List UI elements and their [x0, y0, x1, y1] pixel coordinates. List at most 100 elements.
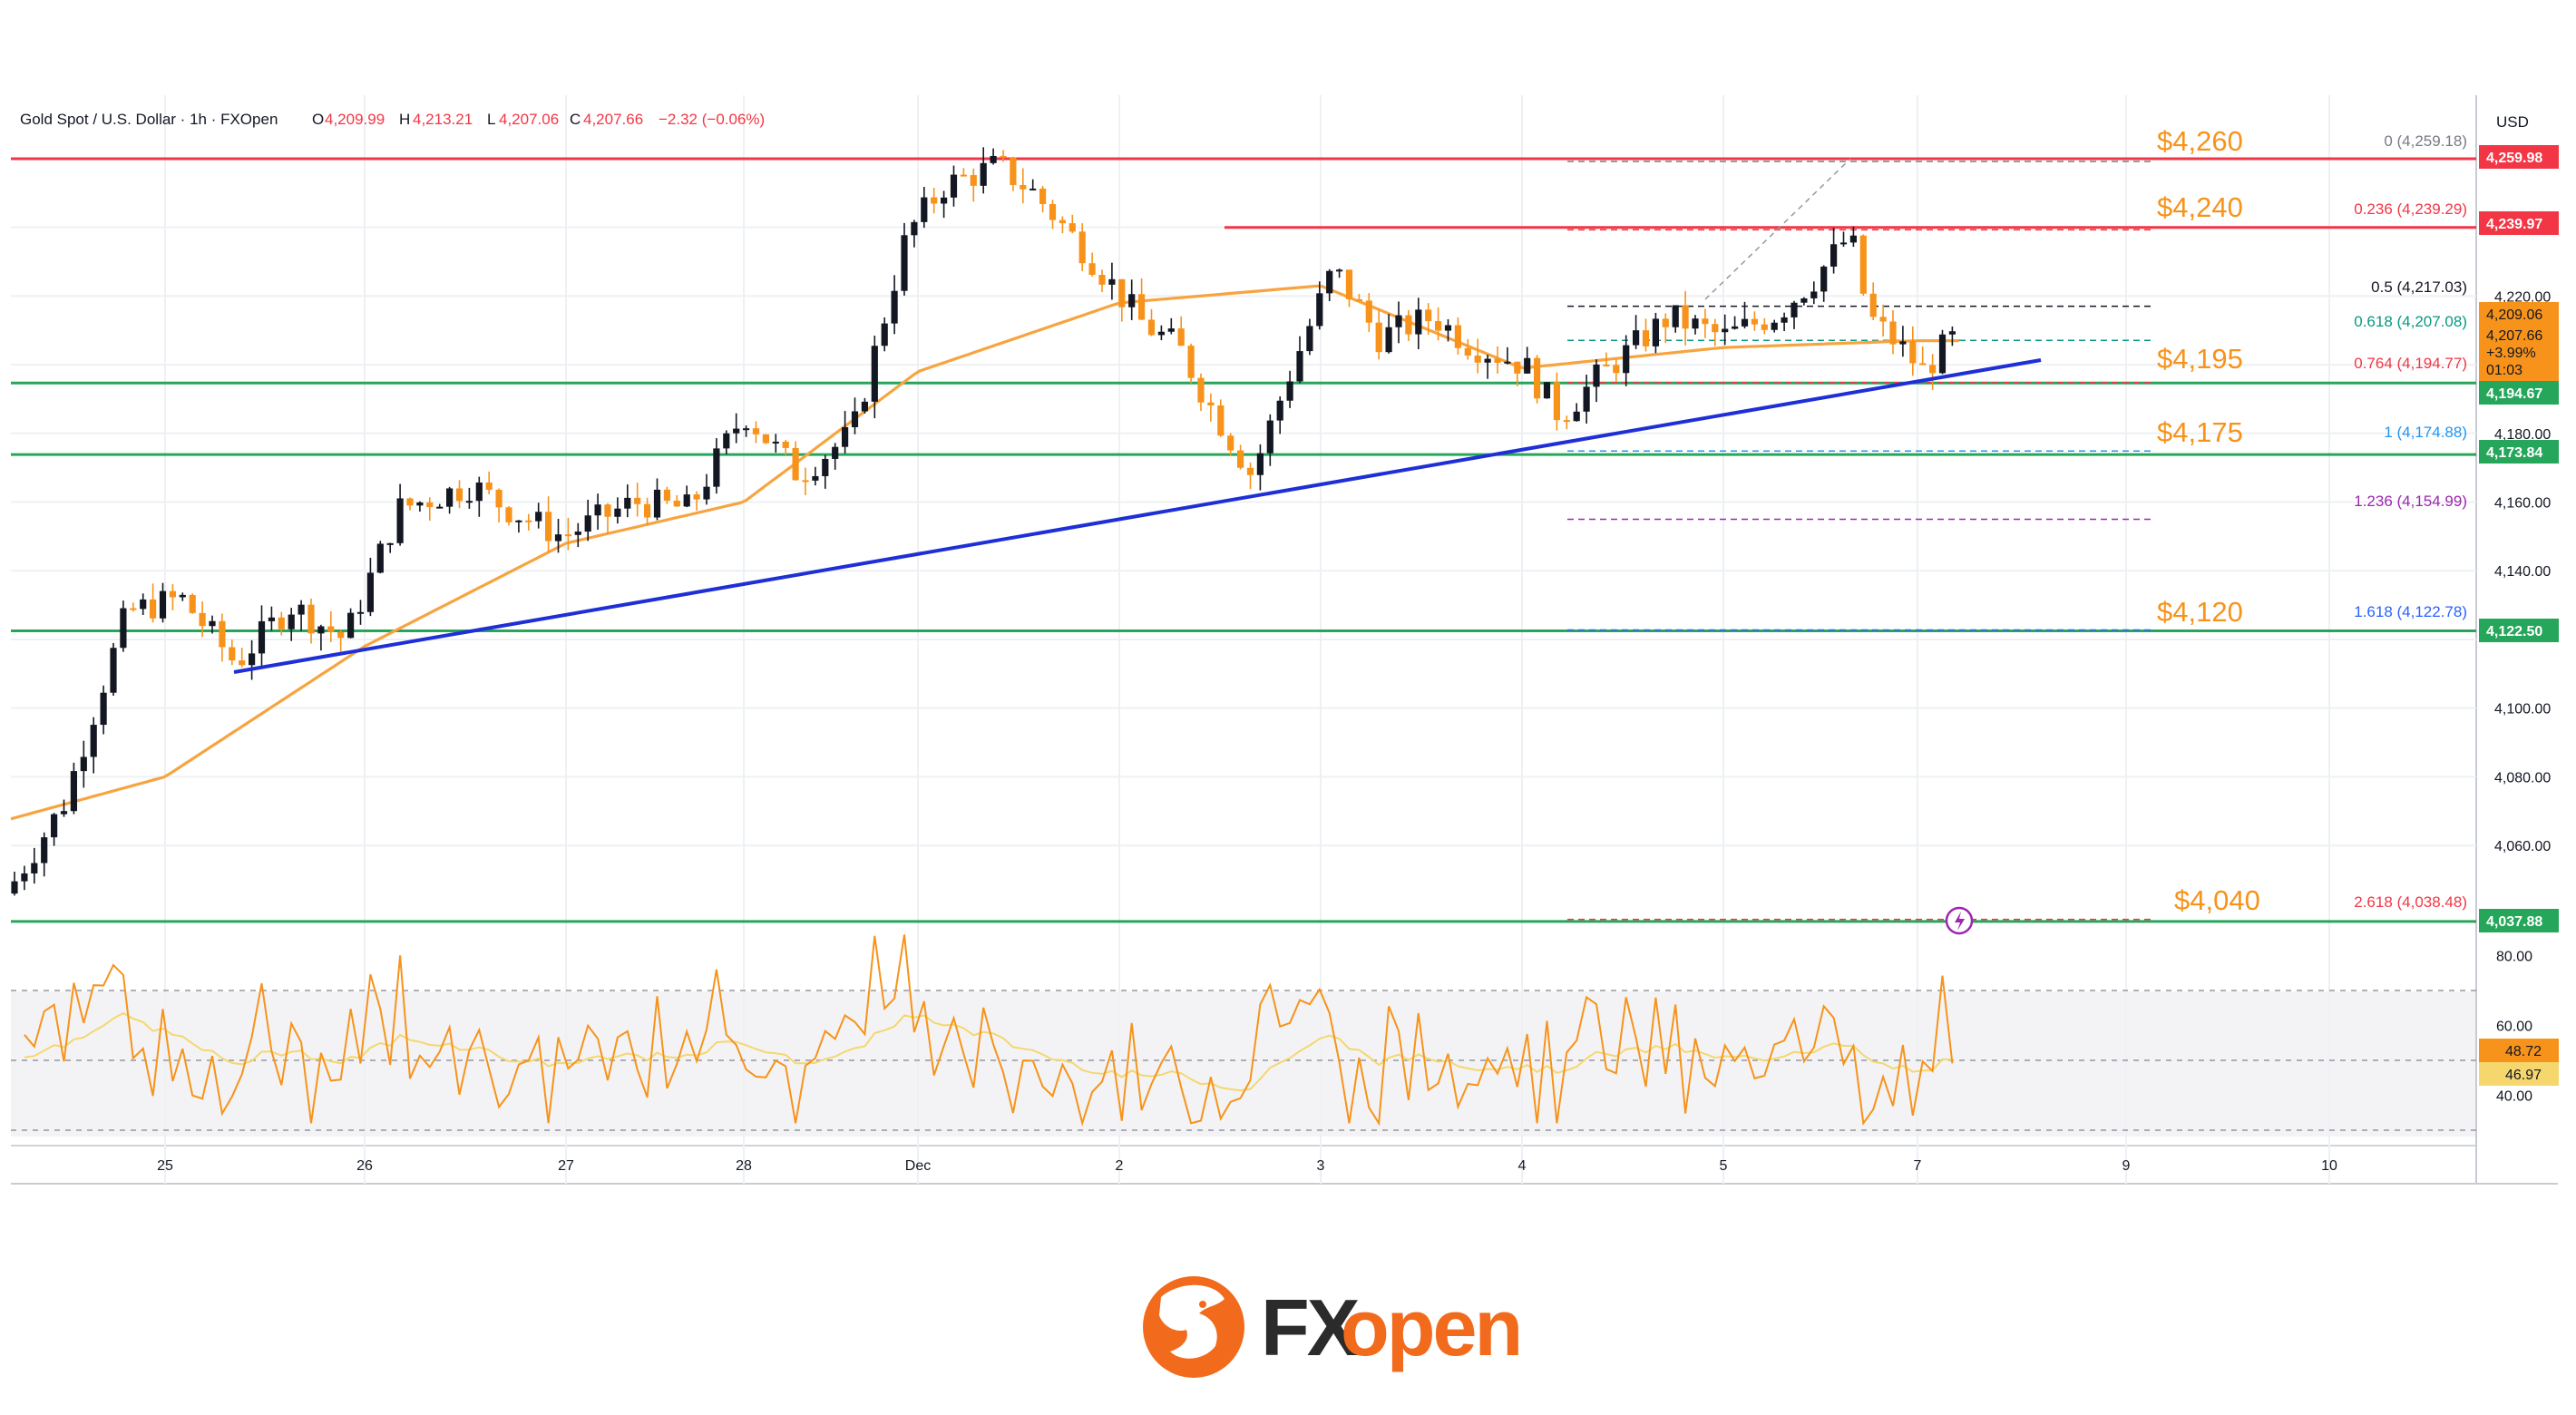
candle-body-64	[644, 503, 651, 518]
candle-body-82	[822, 458, 829, 476]
alert-icon[interactable]	[1945, 906, 1974, 935]
candle-body-38	[386, 542, 394, 545]
candle-body-134	[1336, 269, 1343, 272]
x-tick-0: 25	[157, 1158, 173, 1174]
fib-label-1: 1 (4,174.88)	[2384, 424, 2467, 441]
candle-body-95	[950, 174, 958, 198]
x-tick-1: 26	[356, 1158, 373, 1174]
candle-body-179	[1781, 317, 1788, 323]
candle-body-45	[455, 488, 463, 502]
trendline	[233, 358, 2042, 674]
candle-body-149	[1484, 358, 1491, 363]
x-tick-7: 4	[1518, 1158, 1527, 1174]
rsi-tick-1: 60.00	[2496, 1020, 2532, 1035]
candle-body-68	[683, 494, 690, 507]
candle-body-94	[941, 197, 948, 204]
tag-rsi-2: 46.97	[2505, 1068, 2542, 1083]
horizontal-levels	[11, 157, 2476, 923]
candle-body-65	[653, 489, 661, 518]
candle-body-59	[594, 504, 601, 516]
candle-body-164	[1633, 330, 1640, 346]
rsi-line	[24, 934, 1954, 1127]
candle-body-17	[179, 594, 186, 598]
fxopen-logo: FX open	[1143, 1276, 1523, 1378]
candle-body-3	[41, 837, 48, 864]
tag-red-second: 4,239.97	[2486, 217, 2542, 232]
y-axis-ticks: 4,220.00 4,180.00 4,160.00 4,140.00 4,100.00…	[2494, 289, 2551, 854]
candle-body-180	[1791, 302, 1798, 317]
level-4120: $4,120	[2157, 596, 2243, 628]
x-tick-6: 3	[1317, 1158, 1325, 1174]
candle-body-54	[545, 512, 552, 542]
candle-body-25	[258, 620, 266, 654]
candle-body-14	[150, 599, 157, 619]
tag-red-second-bg	[2479, 211, 2559, 235]
candle-body-44	[446, 488, 454, 507]
candle-body-2	[31, 863, 38, 873]
candle-body-62	[624, 497, 631, 509]
candles	[11, 147, 1956, 896]
fib-connector	[1704, 158, 1851, 300]
candle-body-91	[911, 221, 918, 236]
candle-body-4	[51, 814, 58, 838]
candle-body-98	[980, 162, 987, 186]
x-tick-2: 27	[558, 1158, 574, 1174]
candle-body-67	[673, 500, 680, 507]
x-axis-ticks: 25 26 27 28 Dec 2 3 4 5 7 9 10	[157, 1158, 2337, 1174]
l-label: L	[487, 111, 495, 128]
candle-body-104	[1039, 188, 1047, 204]
candle-body-75	[752, 428, 760, 434]
candle-body-87	[871, 346, 878, 402]
candle-body-108	[1078, 231, 1086, 264]
candle-body-24	[249, 653, 256, 666]
fib-lines	[1567, 158, 2152, 921]
candle-body-12	[130, 608, 137, 610]
candle-body-102	[1020, 185, 1027, 190]
candle-body-192	[1909, 341, 1917, 364]
candle-body-121	[1207, 402, 1215, 405]
candle-body-176	[1751, 318, 1758, 325]
fib-labels: 0 (4,259.18) 0.236 (4,239.29) 0.5 (4,217…	[2354, 132, 2467, 911]
candle-body-47	[475, 482, 483, 502]
candle-body-125	[1246, 467, 1254, 475]
y-tick-0: 4,220.00	[2494, 289, 2551, 305]
candle-body-187	[1859, 235, 1867, 294]
candle-body-51	[515, 520, 522, 522]
candle-body-170	[1692, 318, 1699, 329]
candle-body-118	[1177, 328, 1185, 346]
candle-body-169	[1682, 305, 1689, 329]
candle-body-101	[1010, 157, 1017, 186]
candle-body-165	[1642, 330, 1650, 346]
candle-body-137	[1365, 300, 1372, 323]
y-tick-3: 4,140.00	[2494, 564, 2551, 580]
candle-body-136	[1355, 298, 1362, 301]
candle-body-160	[1593, 364, 1600, 387]
candle-body-163	[1623, 345, 1630, 374]
candle-body-177	[1761, 324, 1768, 330]
tag-current-high: 4,209.06	[2486, 307, 2542, 323]
candle-body-85	[851, 411, 859, 427]
candle-body-184	[1830, 244, 1838, 267]
candle-body-153	[1524, 357, 1531, 374]
candle-body-78	[782, 441, 789, 448]
candle-body-27	[278, 617, 285, 629]
candle-body-30	[307, 604, 315, 634]
rsi-lines	[24, 934, 1954, 1127]
candle-body-110	[1098, 275, 1106, 285]
candle-body-7	[80, 756, 87, 772]
candle-body-148	[1474, 356, 1481, 363]
candle-body-172	[1712, 324, 1719, 333]
candle-body-141	[1405, 315, 1412, 335]
brand-open: open	[1341, 1283, 1520, 1372]
candle-body-150	[1494, 358, 1501, 363]
x-tick-8: 5	[1720, 1158, 1728, 1174]
candle-body-46	[465, 501, 473, 503]
candle-body-56	[564, 534, 571, 537]
candle-body-100	[1000, 155, 1007, 158]
candle-body-41	[416, 502, 424, 506]
candle-body-63	[634, 497, 641, 504]
candle-body-57	[574, 532, 581, 535]
rsi-ma-line	[24, 1011, 1953, 1092]
level-4240: $4,240	[2157, 191, 2243, 223]
